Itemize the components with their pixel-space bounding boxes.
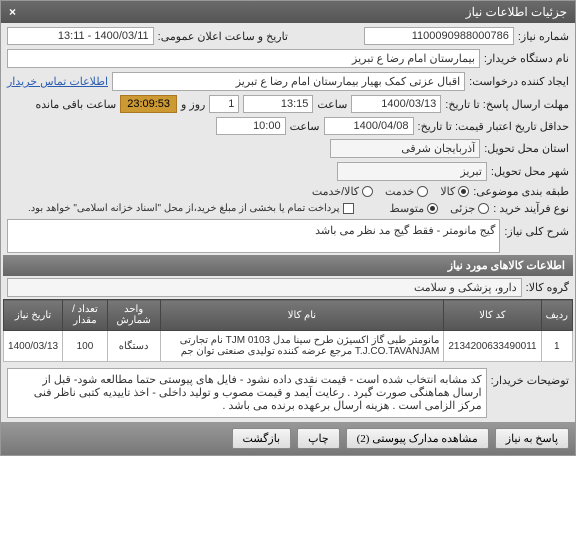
radio-service[interactable]: خدمت bbox=[385, 185, 428, 198]
group-field: دارو، پزشکی و سلامت bbox=[7, 278, 522, 297]
remain-label: ساعت باقی مانده bbox=[35, 98, 116, 111]
days-box: 1 bbox=[209, 95, 239, 113]
buy-type-label: نوع فرآیند خرید : bbox=[493, 202, 569, 215]
th-name: نام کالا bbox=[160, 300, 444, 331]
th-row: ردیف bbox=[541, 300, 572, 331]
cell-qty: 100 bbox=[63, 331, 108, 362]
city-label: شهر محل تحویل: bbox=[491, 165, 569, 178]
window: جزئیات اطلاعات نیاز × شماره نیاز: 110009… bbox=[0, 0, 576, 456]
creator-label: ایجاد کننده درخواست: bbox=[469, 75, 569, 88]
radio-goods[interactable]: کالا bbox=[440, 185, 469, 198]
creator-field: اقبال عزتی کمک بهیار بیمارستان امام رضا … bbox=[112, 72, 465, 91]
min-valid-label: حداقل تاریخ اعتبار قیمت: تا تاریخ: bbox=[418, 120, 569, 133]
time-label-1: ساعت bbox=[317, 98, 347, 111]
province-label: استان محل تحویل: bbox=[484, 142, 569, 155]
announce-field: 1400/03/11 - 13:11 bbox=[7, 27, 154, 45]
cell-name: مانومتر طبی گاز اکسیژن طرح سینا مدل TJM … bbox=[160, 331, 444, 362]
min-valid-date-field: 1400/04/08 bbox=[324, 117, 414, 135]
need-no-field: 1100090988000786 bbox=[364, 27, 514, 45]
cell-row: 1 bbox=[541, 331, 572, 362]
announce-label: تاریخ و ساعت اعلان عمومی: bbox=[158, 30, 288, 43]
package-label: طبقه بندی موضوعی: bbox=[473, 185, 569, 198]
group-label: گروه کالا: bbox=[526, 281, 569, 294]
buyer-org-field: بیمارستان امام رضا ع تبریز bbox=[7, 49, 480, 68]
back-button[interactable]: بازگشت bbox=[232, 428, 292, 449]
general-desc-field: گیج مانومتر - فقط گیج مد نظر می باشد bbox=[7, 219, 500, 253]
radio-dot-icon bbox=[362, 186, 373, 197]
city-field: تبریز bbox=[337, 162, 487, 181]
general-desc-label: شرح کلی نیاز: bbox=[504, 219, 569, 238]
province-field: آذربایجان شرقی bbox=[330, 139, 480, 158]
cell-date: 1400/03/13 bbox=[4, 331, 63, 362]
checkbox-icon bbox=[343, 203, 354, 214]
buyer-notes-label: توضیحات خریدار: bbox=[491, 368, 569, 387]
radio-dot-icon bbox=[417, 186, 428, 197]
window-title: جزئیات اطلاعات نیاز bbox=[466, 5, 567, 19]
radio-goods-service[interactable]: کالا/خدمت bbox=[312, 185, 373, 198]
radio-dot-icon bbox=[427, 203, 438, 214]
min-valid-time-field: 10:00 bbox=[216, 117, 286, 135]
deadline-date-field: 1400/03/13 bbox=[351, 95, 441, 113]
treasury-check[interactable]: پرداخت تمام یا بخشی از مبلغ خرید،از محل … bbox=[28, 203, 354, 214]
reply-button[interactable]: پاسخ به نیاز bbox=[495, 428, 569, 449]
attachments-button[interactable]: مشاهده مدارک پیوستی (2) bbox=[346, 428, 489, 449]
items-section-header: اطلاعات کالاهای مورد نیاز bbox=[3, 255, 573, 276]
th-qty: تعداد / مقدار bbox=[63, 300, 108, 331]
time-label-2: ساعت bbox=[290, 120, 320, 133]
days-label: روز و bbox=[181, 98, 205, 111]
table-row: 1 2134200633490011 مانومتر طبی گاز اکسیژ… bbox=[4, 331, 573, 362]
items-table: ردیف کد کالا نام کالا واحد شمارش تعداد /… bbox=[3, 299, 573, 362]
radio-dot-icon bbox=[478, 203, 489, 214]
cell-code: 2134200633490011 bbox=[444, 331, 541, 362]
deadline-label: مهلت ارسال پاسخ: تا تاریخ: bbox=[445, 98, 569, 111]
radio-medium[interactable]: متوسط bbox=[390, 202, 439, 215]
contact-link[interactable]: اطلاعات تماس خریدار bbox=[7, 75, 108, 88]
radio-small[interactable]: جزئی bbox=[450, 202, 489, 215]
print-button[interactable]: چاپ bbox=[297, 428, 340, 449]
radio-dot-icon bbox=[458, 186, 469, 197]
th-unit: واحد شمارش bbox=[107, 300, 160, 331]
th-date: تاریخ نیاز bbox=[4, 300, 63, 331]
buyer-org-label: نام دستگاه خریدار: bbox=[484, 52, 569, 65]
titlebar: جزئیات اطلاعات نیاز × bbox=[1, 1, 575, 23]
th-code: کد کالا bbox=[444, 300, 541, 331]
countdown-timer: 23:09:53 bbox=[120, 95, 177, 113]
cell-unit: دستگاه bbox=[107, 331, 160, 362]
need-no-label: شماره نیاز: bbox=[518, 30, 569, 43]
footer-buttons: پاسخ به نیاز مشاهده مدارک پیوستی (2) چاپ… bbox=[1, 422, 575, 455]
close-icon[interactable]: × bbox=[9, 5, 16, 19]
content-area: شماره نیاز: 1100090988000786 تاریخ و ساع… bbox=[1, 23, 575, 422]
deadline-time-field: 13:15 bbox=[243, 95, 313, 113]
buyer-notes-field: کد مشابه انتخاب شده است - قیمت نقدی داده… bbox=[7, 368, 487, 418]
